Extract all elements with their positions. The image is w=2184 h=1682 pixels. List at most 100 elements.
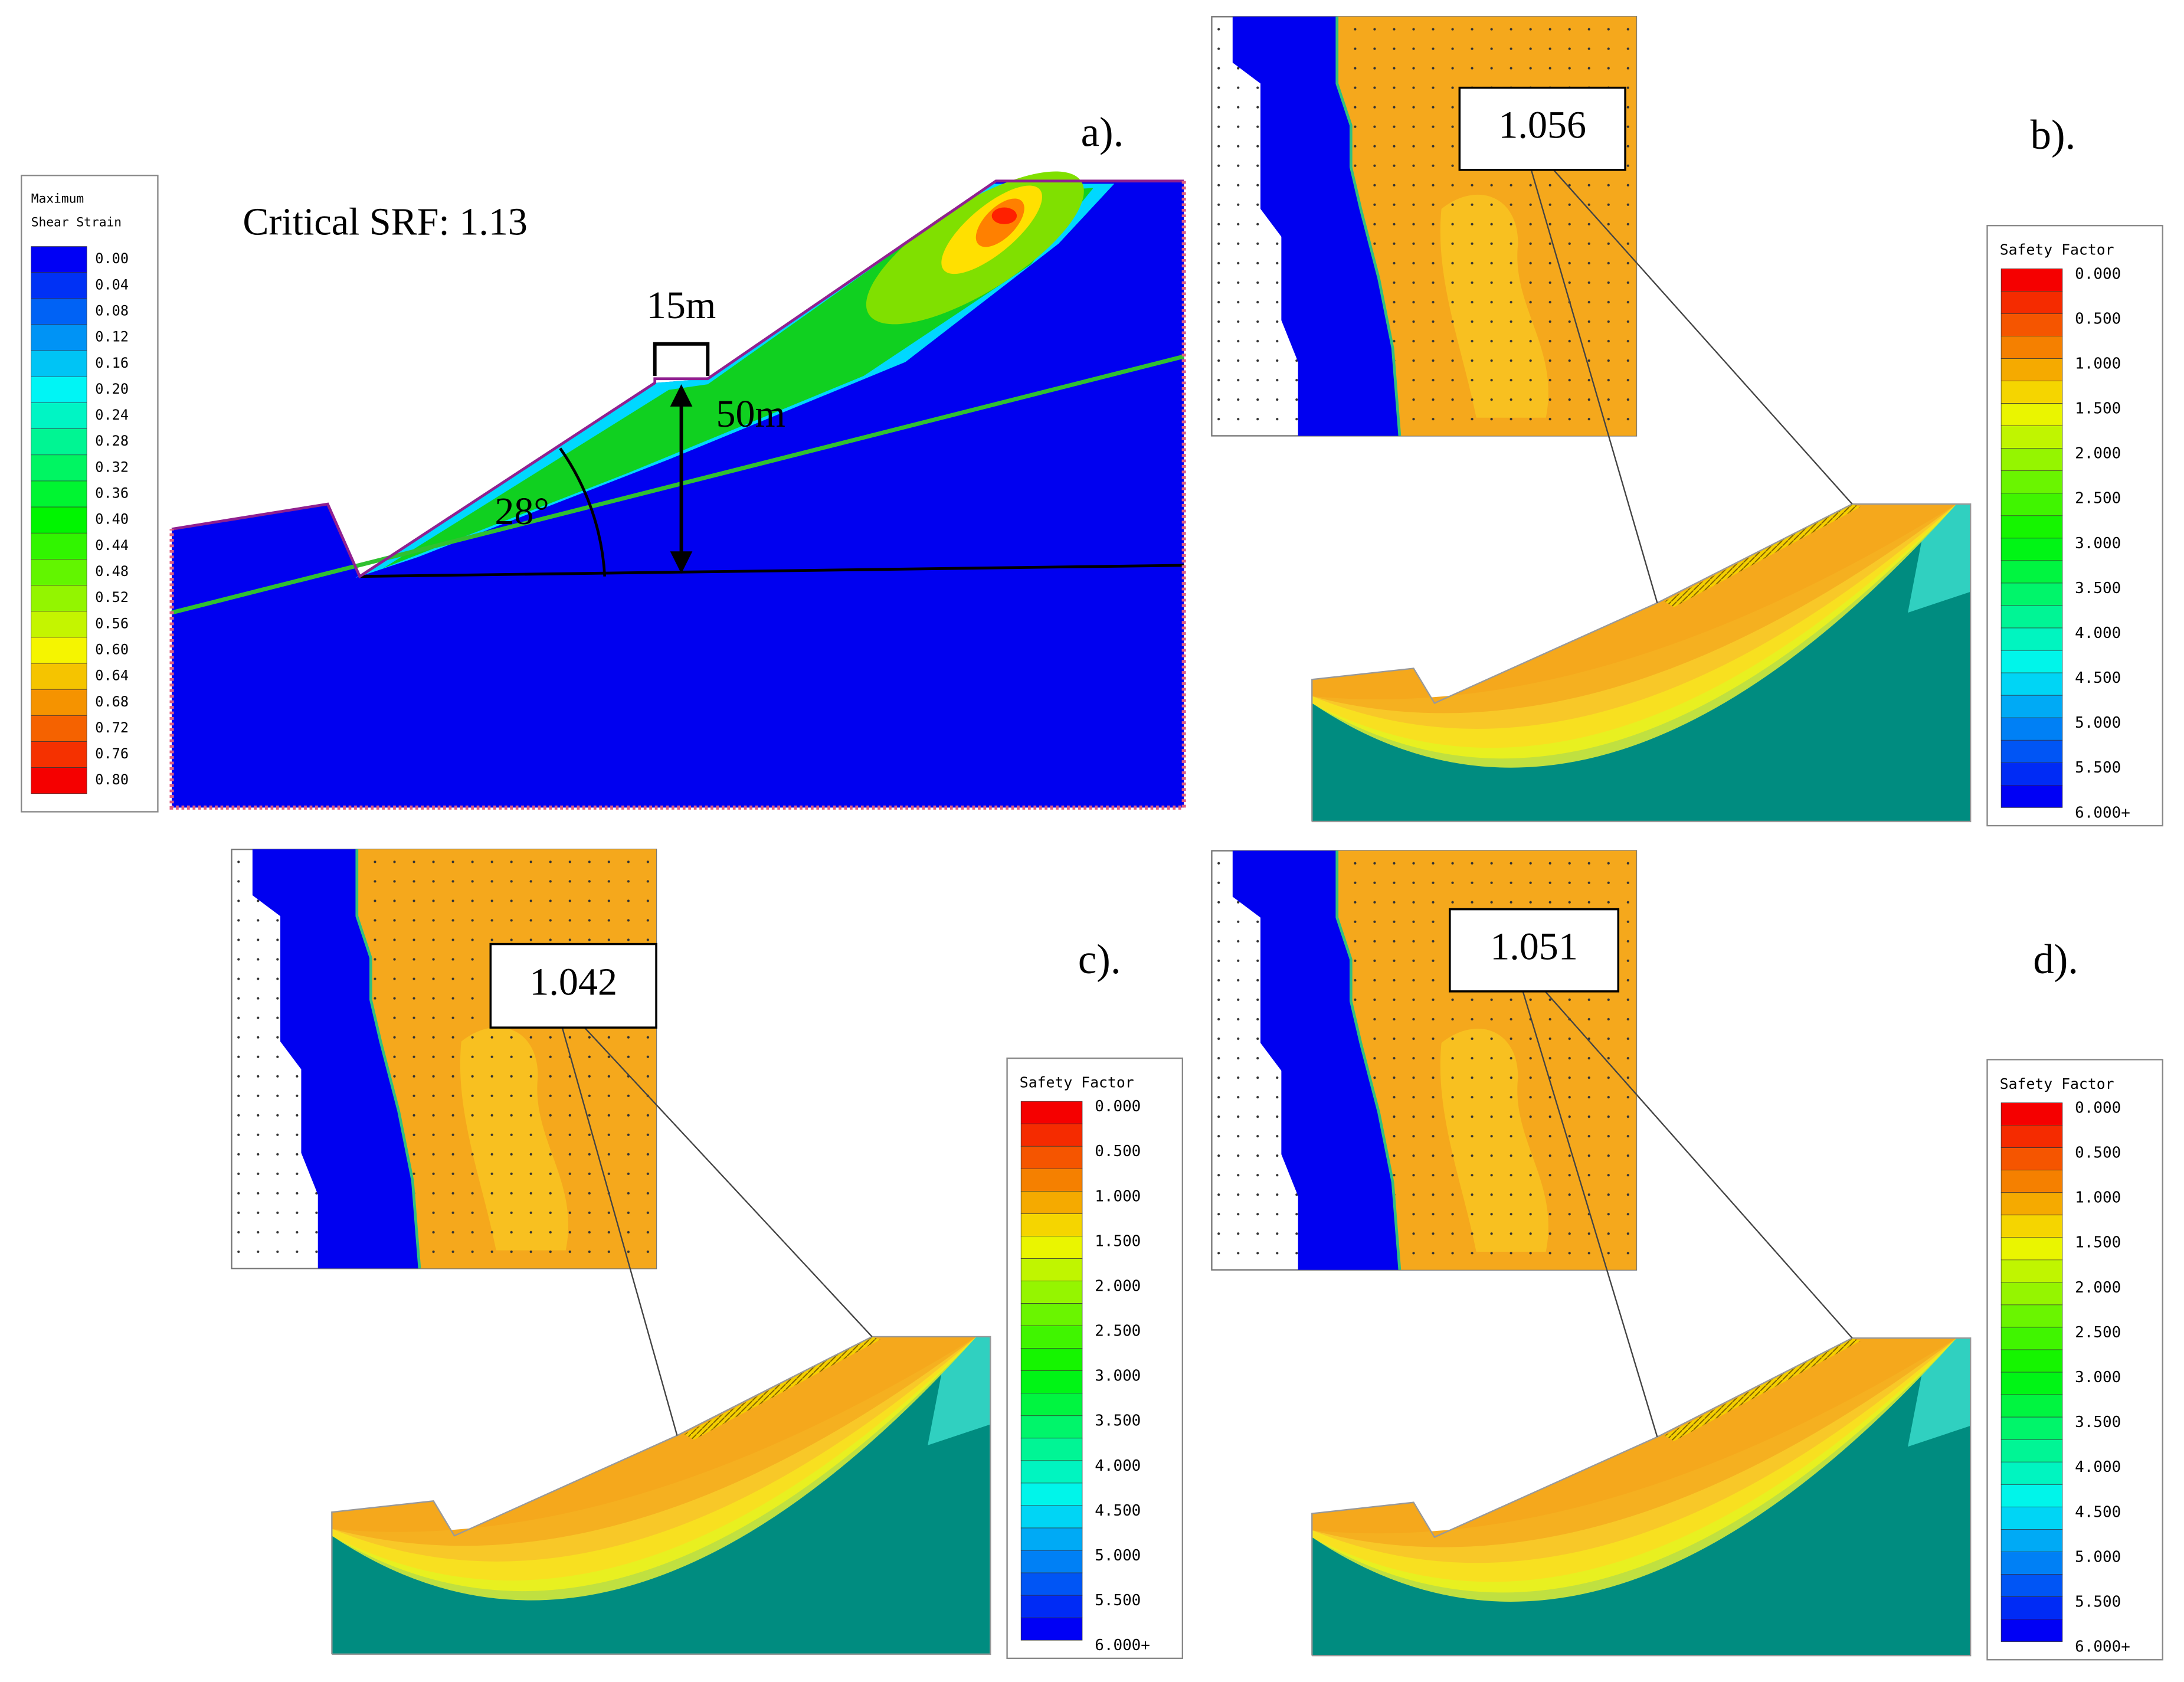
legend-swatch [31, 350, 87, 377]
legend-swatch [2000, 313, 2063, 336]
panel-label: d). [2033, 937, 2078, 983]
legend-label: 4.000 [2075, 624, 2121, 642]
legend-label: 5.500 [2075, 759, 2121, 777]
legend-swatch [2000, 1506, 2063, 1530]
legend-swatch [31, 324, 87, 351]
legend-label: 2.500 [2075, 490, 2121, 508]
angle-arc [559, 447, 607, 577]
legend-title: Safety Factor [2000, 241, 2114, 258]
legend-title: Safety Factor [1020, 1074, 1134, 1091]
legend-swatch [1020, 1415, 1083, 1439]
legend-swatch [2000, 1574, 2063, 1597]
legend-label: 0.500 [1095, 1143, 1141, 1160]
legend-label: 6.000+ [2075, 1638, 2130, 1656]
legend-swatch [2000, 650, 2063, 673]
slip-mass [1664, 1338, 1861, 1441]
layer-boundary [171, 354, 1185, 615]
legend-label: 2.000 [2075, 445, 2121, 463]
legend-swatch [31, 611, 87, 638]
legend-swatch [2000, 1439, 2063, 1462]
inset-edge [355, 849, 421, 1269]
dimension-label: 50m [716, 392, 785, 436]
callout-box [1449, 908, 1620, 993]
legend-label: 0.60 [95, 641, 129, 657]
legend-swatch [31, 767, 87, 794]
legend-swatch [2000, 470, 2063, 494]
legend-label: 3.000 [2075, 535, 2121, 552]
callout-line [1553, 169, 1853, 505]
legend-label: 4.000 [2075, 1458, 2121, 1476]
panel-label: a). [1081, 109, 1124, 155]
legend-swatch [31, 246, 87, 273]
legend-swatch [2000, 268, 2063, 292]
legend-label: 0.20 [95, 381, 129, 397]
legend-swatch [31, 272, 87, 299]
legend-label: 0.00 [95, 250, 129, 267]
legend-label: 5.000 [2075, 1548, 2121, 1566]
inset-blue [252, 849, 420, 1269]
safety-band [1312, 504, 1957, 703]
legend-label: 6.000+ [2075, 804, 2130, 822]
legend-label: 0.44 [95, 537, 129, 554]
legend-swatch [2000, 1147, 2063, 1171]
callout-box [1458, 86, 1626, 171]
legend-label: 0.76 [95, 745, 129, 762]
legend-swatch [1020, 1303, 1083, 1326]
legend-swatch [31, 298, 87, 325]
callout-box [489, 943, 657, 1029]
legend-label: 1.500 [2075, 400, 2121, 418]
legend-label: 0.500 [2075, 310, 2121, 328]
legend-swatch [31, 715, 87, 742]
dimension-bracket [653, 342, 710, 377]
legend-swatch [2000, 695, 2063, 718]
legend-label: 0.68 [95, 693, 129, 710]
legend-swatch [31, 428, 87, 456]
legend-label: 4.000 [1095, 1457, 1141, 1475]
legend-label: 0.52 [95, 589, 129, 606]
legend-swatch [2000, 515, 2063, 539]
legend-swatch [1020, 1393, 1083, 1416]
legend-label: 0.08 [95, 302, 129, 319]
slip-mass [1664, 504, 1861, 607]
legend-label: 5.000 [2075, 714, 2121, 732]
legend-label: 0.48 [95, 563, 129, 580]
legend-label: 1.500 [2075, 1234, 2121, 1252]
base-line [359, 564, 1184, 578]
panel: Safety Factor 0.000 0.500 1.000 1.500 2.000 2.… [1211, 16, 2163, 827]
inset-blue [1232, 17, 1400, 436]
legend-swatch [2000, 784, 2063, 808]
legend-label: 4.500 [2075, 669, 2121, 687]
legend-label: 6.000+ [1095, 1637, 1150, 1654]
legend-swatch [2000, 762, 2063, 786]
legend-swatch [2000, 1102, 2063, 1125]
callout-line [584, 1027, 873, 1337]
legend-swatch [2000, 1416, 2063, 1440]
inset-blue [1232, 850, 1400, 1270]
legend-label: 0.64 [95, 667, 129, 684]
callout-line [1530, 169, 1658, 603]
legend-label: 0.28 [95, 433, 129, 449]
legend-swatch [2000, 1192, 2063, 1216]
legend-title: Shear Strain [31, 215, 122, 230]
panel: Safety Factor 0.000 0.500 1.000 1.500 2.000 2.… [1211, 850, 2163, 1661]
legend-swatch [1020, 1617, 1083, 1641]
legend-swatch [1020, 1370, 1083, 1394]
legend-swatch [31, 559, 87, 585]
legend-swatch [31, 454, 87, 482]
panel-label: b). [2031, 112, 2076, 158]
legend-swatch [2000, 538, 2063, 561]
legend-swatch [1020, 1460, 1083, 1484]
legend-label: 3.000 [2075, 1369, 2121, 1386]
legend-label: 0.72 [95, 719, 129, 736]
legend-label: 2.500 [2075, 1324, 2121, 1341]
legend-swatch [1020, 1213, 1083, 1236]
legend-swatch [2000, 381, 2063, 404]
legend-swatch [31, 480, 87, 508]
legend-swatch [1020, 1168, 1083, 1192]
legend-swatch [2000, 1125, 2063, 1148]
legend-swatch [2000, 739, 2063, 763]
legend-label: 0.000 [2075, 265, 2121, 283]
legend-swatch [31, 663, 87, 690]
